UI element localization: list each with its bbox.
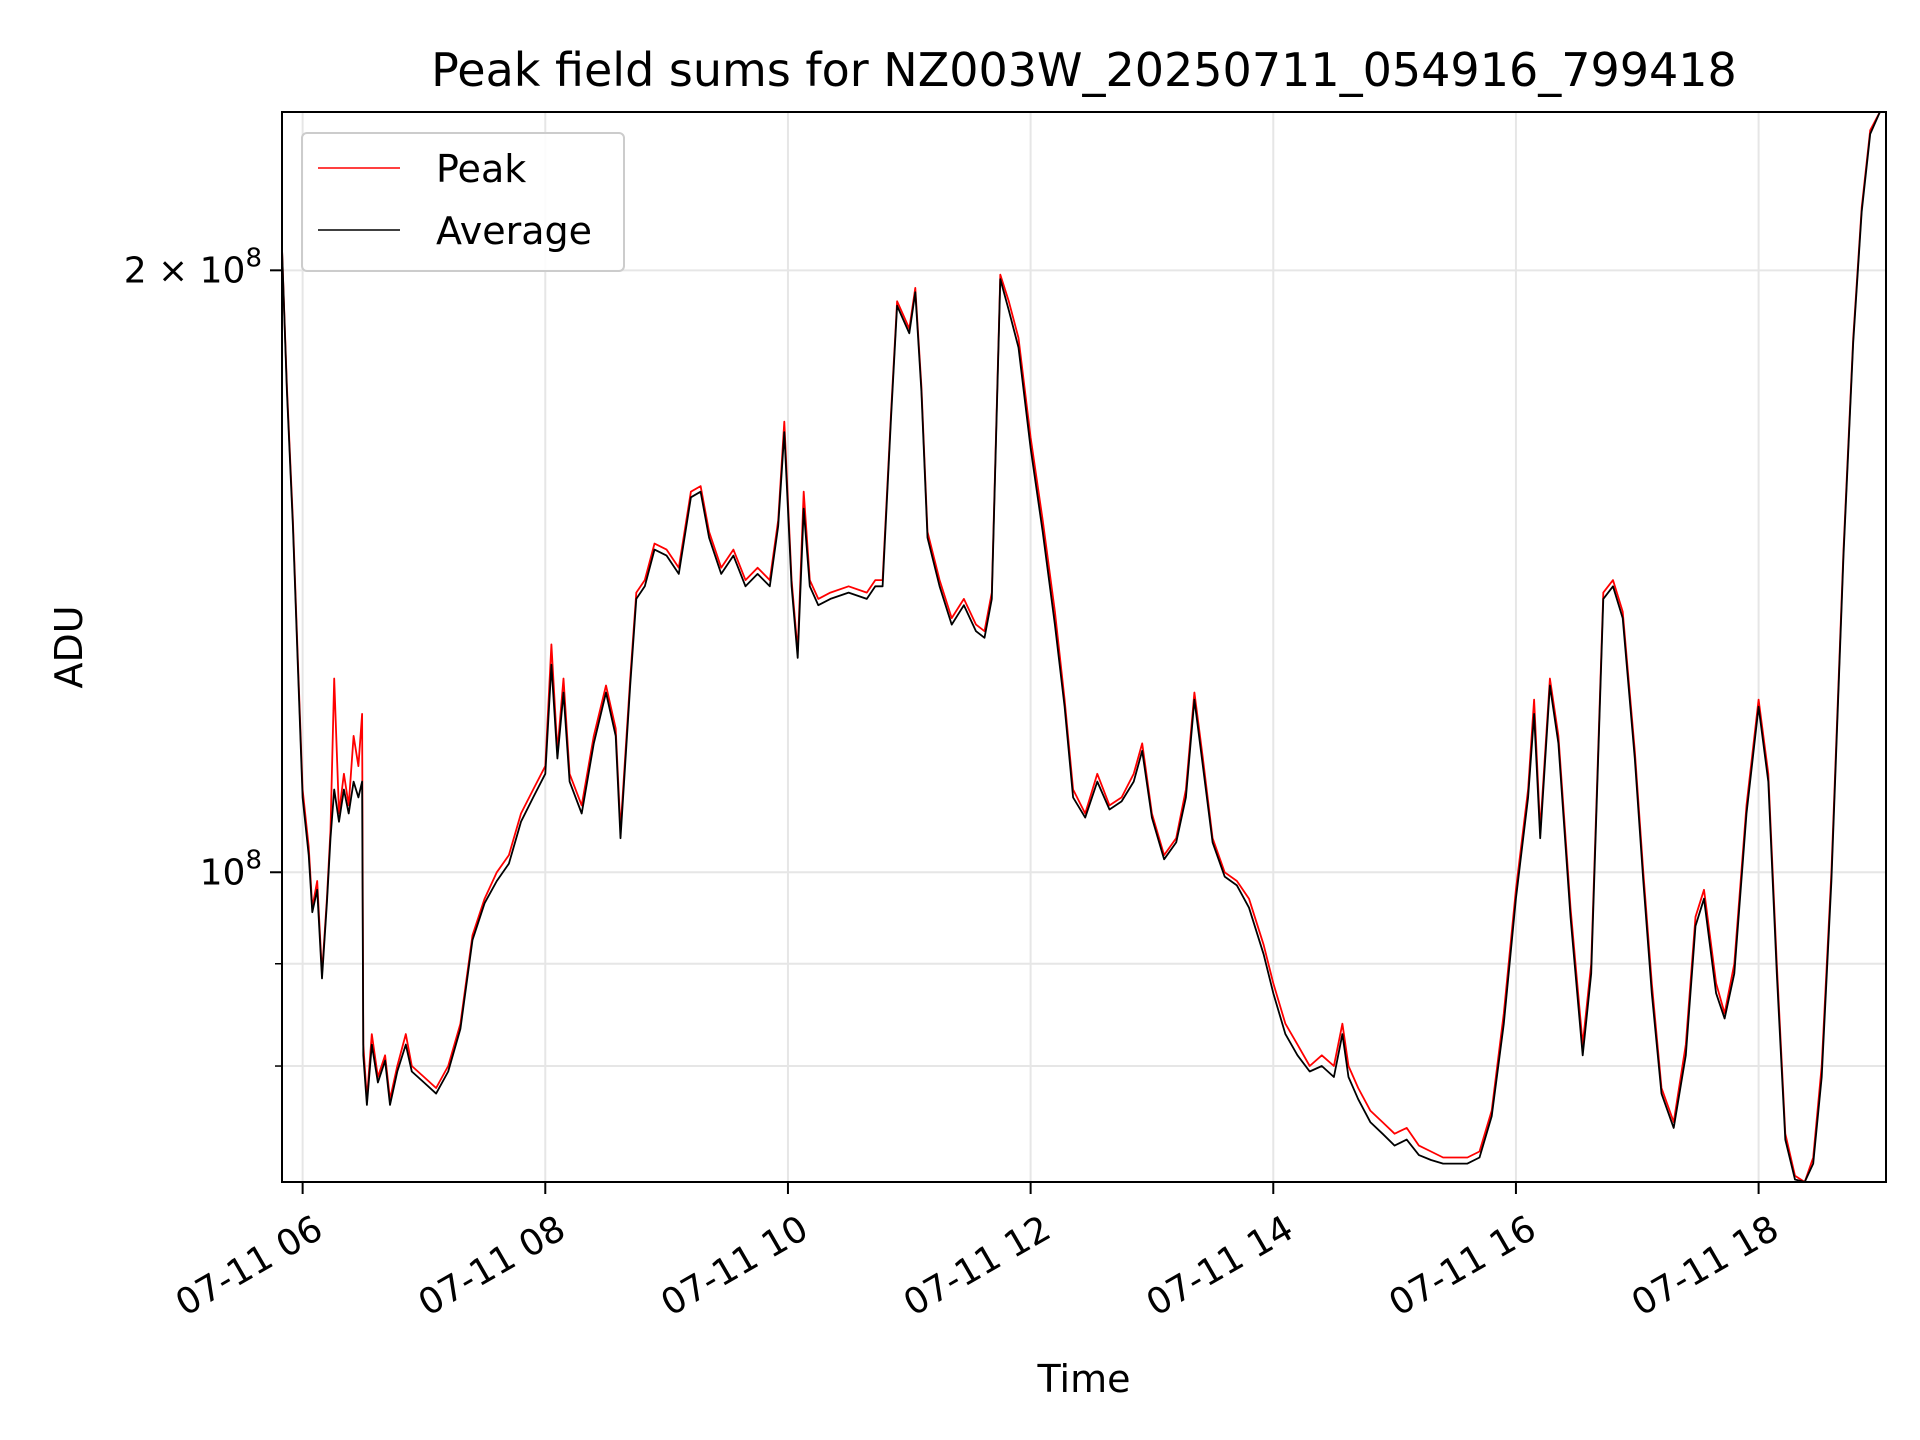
series-lines	[282, 112, 1881, 1182]
y-axis-ticks: 108 2 × 108	[124, 243, 282, 1067]
legend: Peak Average	[301, 132, 625, 272]
y-axis-label: ADU	[47, 605, 91, 688]
x-axis-label: Time	[1037, 1357, 1131, 1401]
y-tick-label: 2 × 108	[124, 243, 262, 291]
y-tick-label: 108	[200, 845, 262, 893]
plot-frame	[281, 111, 1887, 1183]
legend-label-peak: Peak	[436, 147, 526, 191]
series-line-average	[282, 112, 1881, 1182]
legend-label-average: Average	[436, 209, 592, 253]
chart-title: Peak field sums for NZ003W_20250711_0549…	[431, 43, 1737, 97]
